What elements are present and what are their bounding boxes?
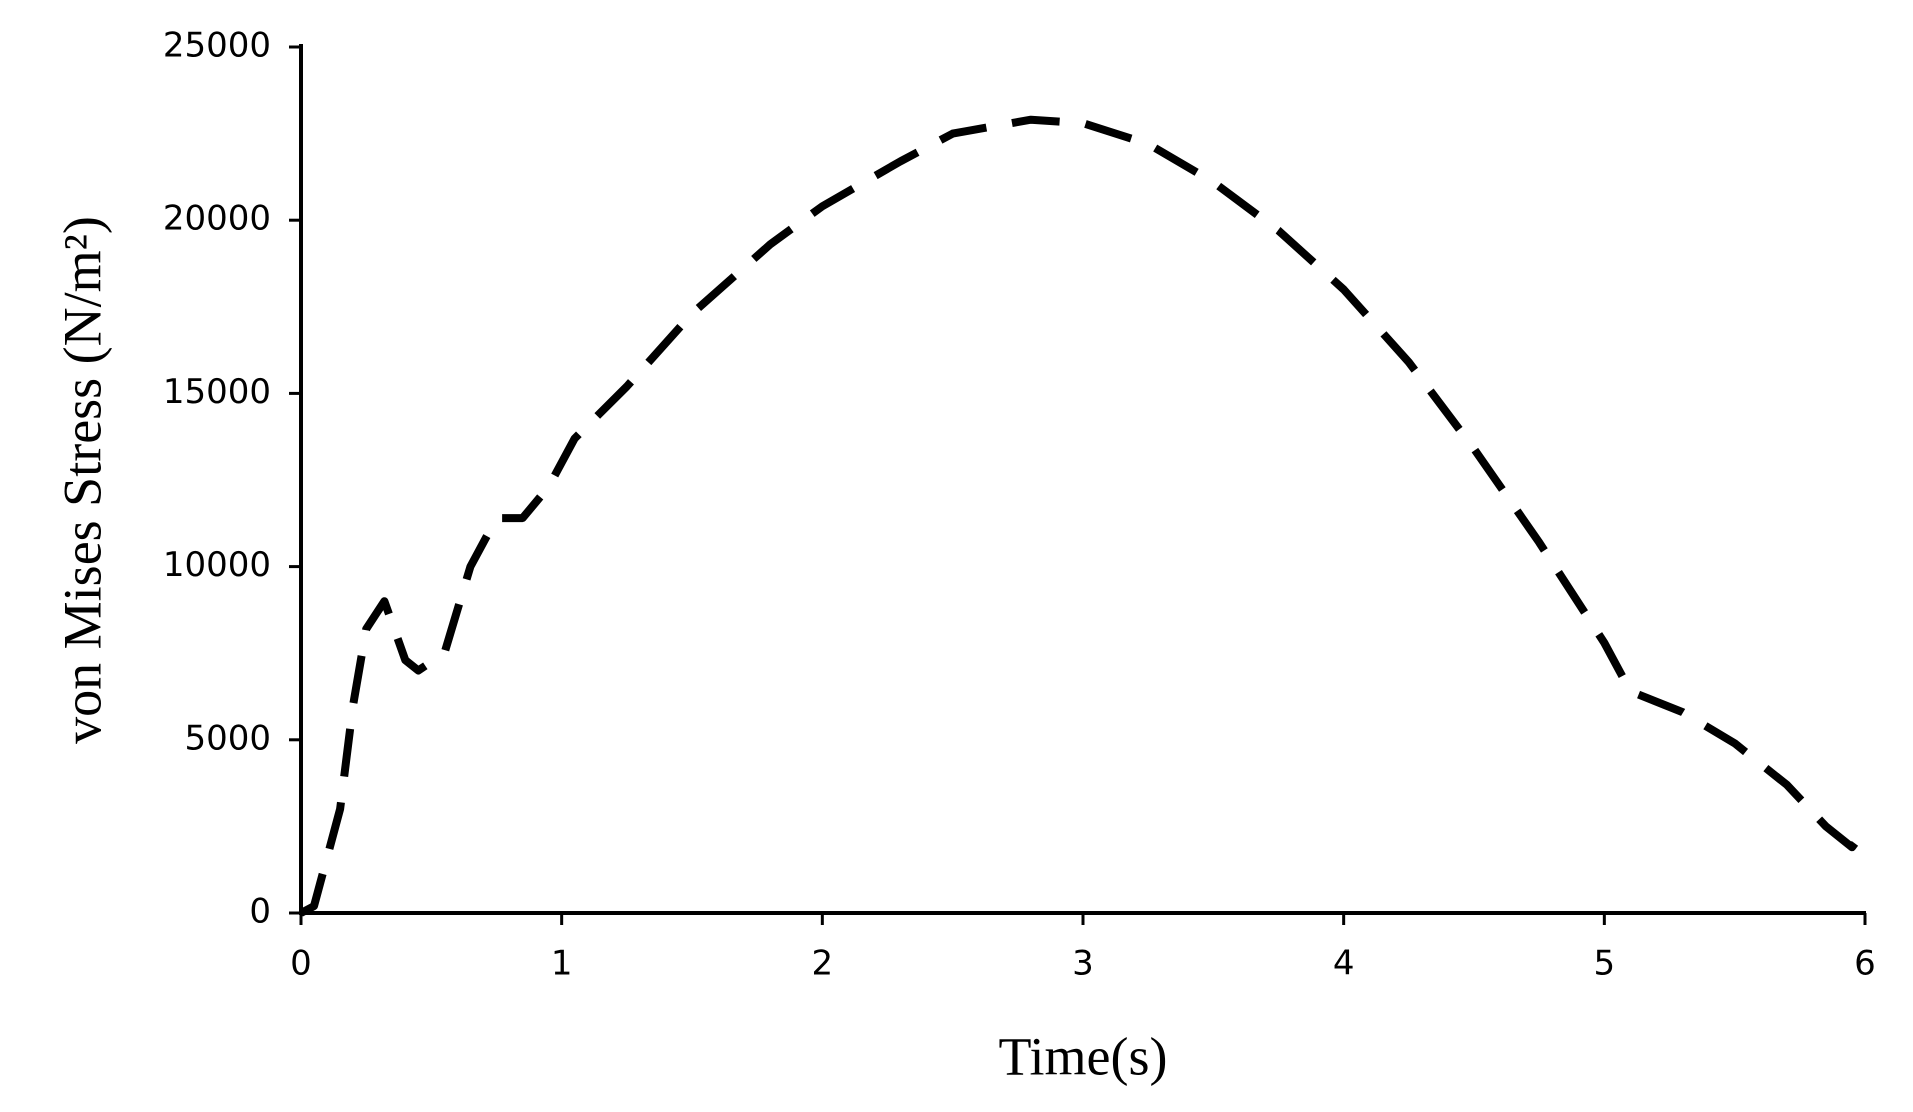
x-tick-label: 6	[1854, 944, 1876, 984]
y-tick-label: 0	[249, 892, 271, 932]
y-tick-label: 10000	[163, 545, 271, 585]
data-line	[299, 115, 1861, 917]
x-tick-label: 1	[551, 944, 573, 984]
y-tick-label: 20000	[163, 199, 271, 239]
y-tick-label: 15000	[163, 372, 271, 412]
x-tick-label: 4	[1333, 944, 1355, 984]
y-tick-label: 25000	[163, 26, 271, 66]
x-tick-label: 0	[290, 944, 312, 984]
x-tick-label: 5	[1594, 944, 1616, 984]
y-axis-title: von Mises Stress (N/m²)	[52, 216, 112, 744]
x-tick-label: 2	[812, 944, 834, 984]
y-tick-label: 5000	[184, 718, 271, 758]
x-axis-title: Time(s)	[998, 1026, 1167, 1086]
x-tick-label: 3	[1072, 944, 1094, 984]
